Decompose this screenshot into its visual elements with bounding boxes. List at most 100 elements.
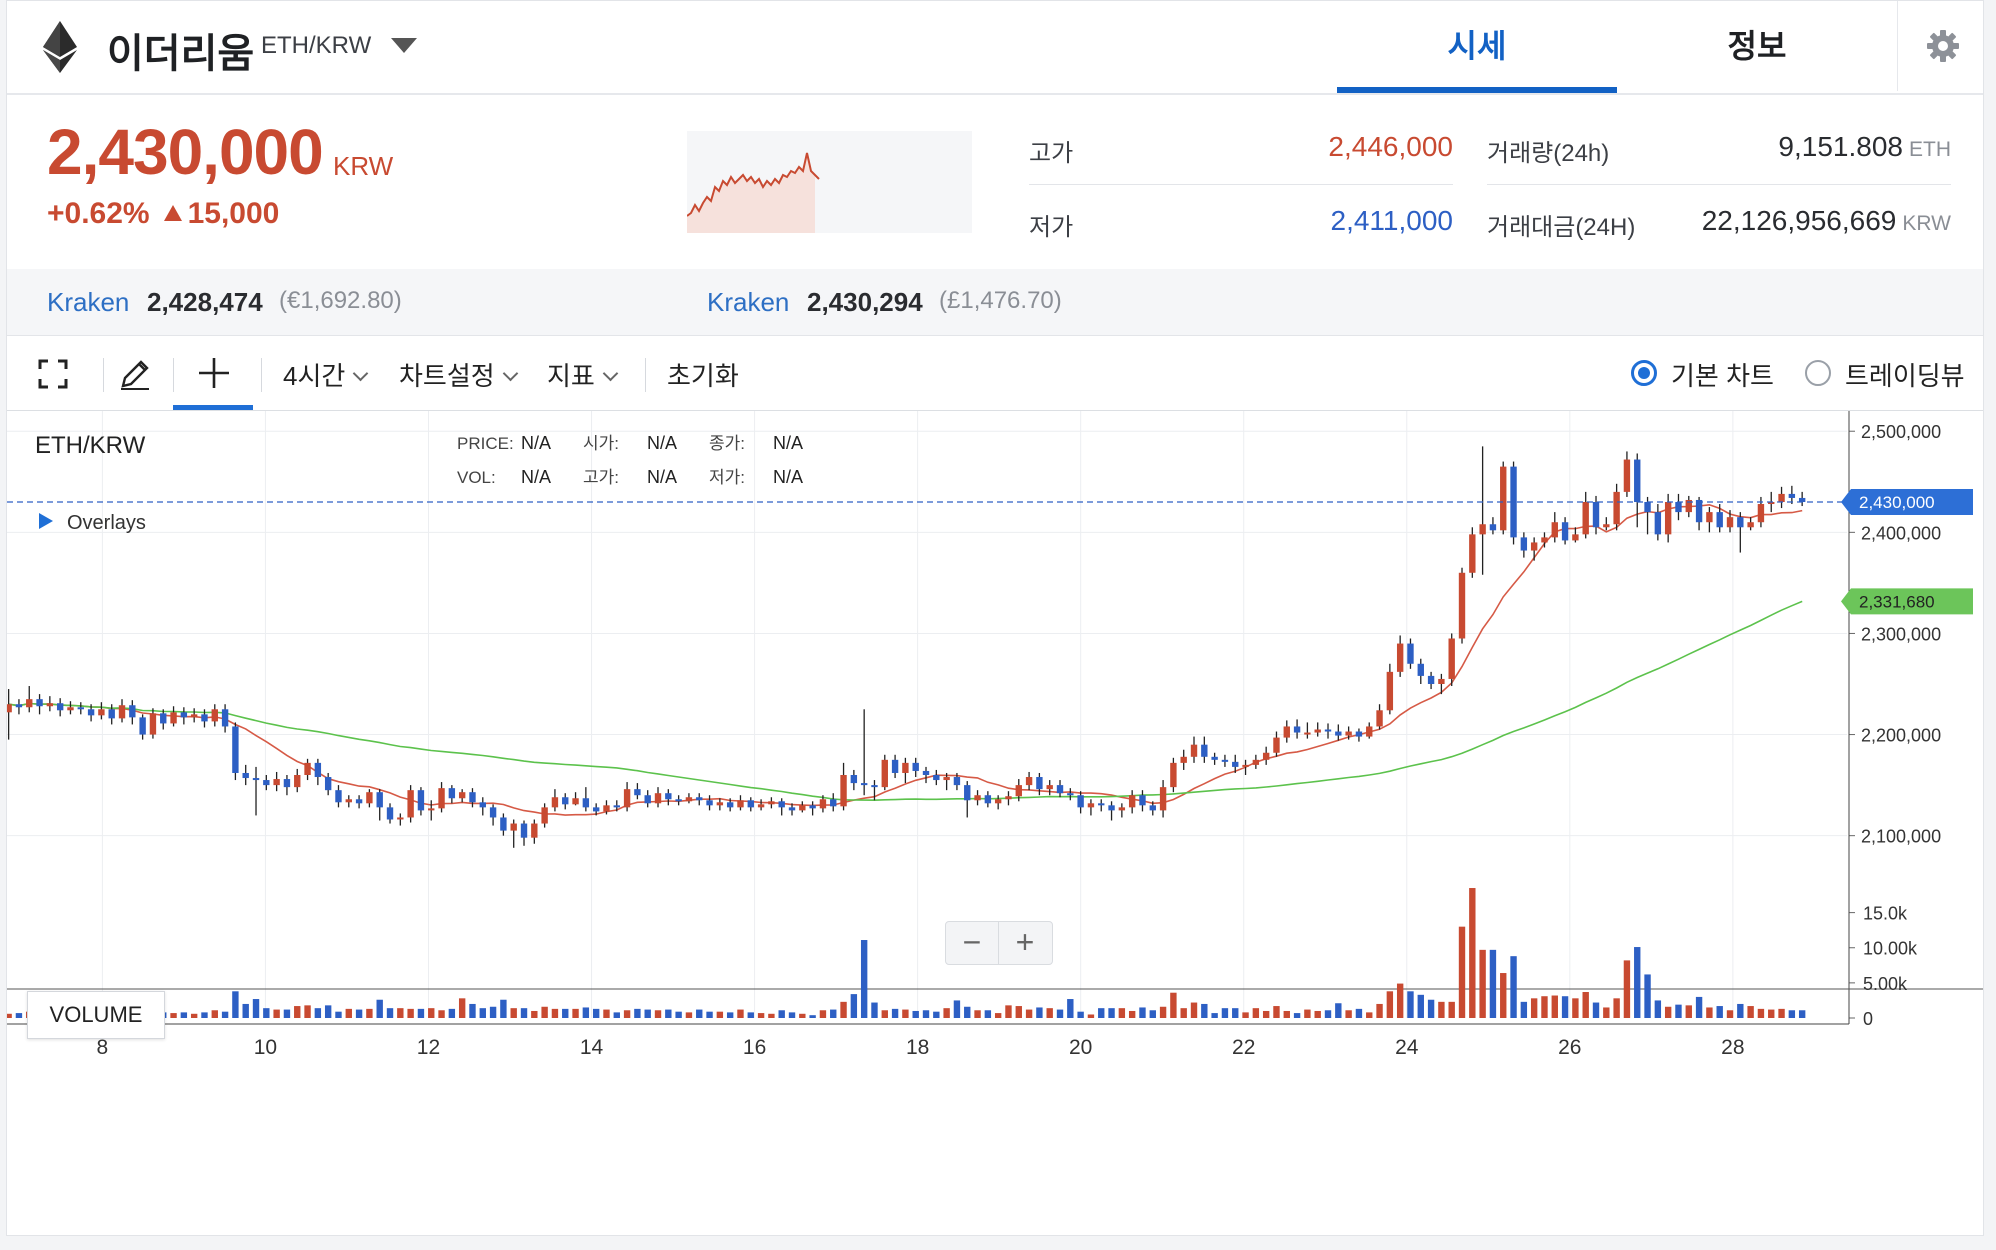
candle-body <box>386 807 394 820</box>
volume-bar <box>830 1009 837 1018</box>
volume-bar <box>685 1012 693 1018</box>
volume-bar <box>1067 999 1074 1018</box>
candle-body <box>1726 517 1734 528</box>
candle-body <box>1613 491 1620 525</box>
reset-button[interactable]: 초기화 <box>667 361 739 391</box>
zoom-out-button[interactable]: − <box>962 924 982 960</box>
volume-pane-label: VOLUME <box>27 991 165 1039</box>
candle-body <box>850 775 858 784</box>
candle-body <box>304 762 311 775</box>
candle-body <box>1128 795 1136 808</box>
coin-name: 이더리움 <box>107 32 255 76</box>
exchange-name[interactable]: Kraken <box>47 287 130 317</box>
candle-body <box>778 801 785 808</box>
settings-button[interactable] <box>1897 1 1983 91</box>
volume-bar <box>994 1013 1002 1018</box>
x-tick-label: 8 <box>97 1036 109 1059</box>
volume-bar <box>190 1013 198 1018</box>
candle-body <box>1664 502 1672 535</box>
volume-bar <box>304 1005 311 1018</box>
x-tick-label: 28 <box>1721 1036 1744 1059</box>
exchange-name[interactable]: Kraken <box>707 287 790 317</box>
interval-dropdown[interactable]: 4시간 <box>283 356 369 393</box>
basic-chart-label[interactable]: 기본 차트 <box>1671 361 1774 391</box>
candle-body <box>613 805 620 808</box>
candle-body <box>1252 759 1260 765</box>
toolbar-divider <box>645 358 646 392</box>
volume-bar <box>1159 1006 1167 1018</box>
tab-market[interactable]: 시세 <box>1337 1 1617 93</box>
volume-bar <box>943 1008 950 1018</box>
candle-body <box>469 792 476 803</box>
volume-bar <box>438 1010 445 1018</box>
price-chart-svg[interactable]: 8 10 12 14 16 18 20 22 24 26 28 2,500,000 2,400,000 2… <box>7 411 1984 1236</box>
volume-bar <box>1314 1010 1321 1018</box>
candle-body <box>860 783 868 786</box>
tab-info[interactable]: 정보 <box>1727 28 1787 64</box>
candle-body <box>912 762 919 771</box>
candle-body <box>345 799 352 803</box>
candle-body <box>67 707 74 711</box>
pencil-icon[interactable] <box>117 356 153 392</box>
overlays-label[interactable]: Overlays <box>67 512 146 534</box>
chart-symbol: ETH/KRW <box>35 432 146 459</box>
volume-bar <box>1664 1006 1672 1018</box>
volume-bar <box>603 1009 610 1018</box>
volume-bar <box>1386 991 1394 1018</box>
candle-body <box>129 705 136 718</box>
y-tick-label: 2,300,000 <box>1861 624 1941 644</box>
vol-tick-label: 15.0k <box>1863 904 1908 924</box>
candle-body <box>366 792 373 804</box>
candle-body <box>737 800 744 808</box>
volume-bar <box>1788 1010 1796 1018</box>
legend-low-label: 저가: <box>709 468 745 487</box>
candle-body <box>1634 459 1641 502</box>
volume-bar <box>1149 1010 1156 1018</box>
candle-body <box>273 779 280 786</box>
volume-bar <box>953 1000 961 1018</box>
volume-bar <box>1706 1007 1713 1018</box>
chart-toolbar: 4시간 차트설정 지표 초기화 기본 차트 트레이딩뷰 <box>7 336 1983 411</box>
coin-dropdown-icon[interactable] <box>391 38 417 53</box>
candle-body <box>201 714 208 722</box>
volume-bar <box>964 1006 971 1018</box>
volume-bar <box>984 1010 992 1018</box>
overlays-toggle-icon[interactable] <box>39 513 53 529</box>
candle-body <box>1345 731 1352 736</box>
interval-label: 4시간 <box>283 361 346 391</box>
tradingview-label[interactable]: 트레이딩뷰 <box>1845 361 1965 391</box>
volume-bar <box>572 1008 579 1018</box>
fullscreen-icon[interactable] <box>37 358 69 390</box>
active-tool-indicator <box>173 405 253 410</box>
vol-tick-label: 5.00k <box>1863 974 1908 994</box>
chart-settings-dropdown[interactable]: 차트설정 <box>399 356 518 393</box>
candle-body <box>541 807 548 824</box>
candle-body <box>1293 726 1301 733</box>
volume-bar <box>345 1008 352 1018</box>
volume-bar <box>1211 1013 1218 1018</box>
volume-bar <box>1118 1008 1126 1018</box>
candle-body <box>716 802 724 806</box>
tradingview-radio[interactable] <box>1805 360 1831 386</box>
volume-bar <box>7 1013 12 1018</box>
volume-bar <box>366 1008 373 1018</box>
volume-bar <box>1489 949 1497 1018</box>
volume-bar <box>1345 1010 1352 1018</box>
price-chart[interactable]: 8 10 12 14 16 18 20 22 24 26 28 2,500,000 2,400,000 2… <box>7 411 1984 1236</box>
candle-body <box>654 793 662 804</box>
candle-body <box>324 777 332 791</box>
candle-body <box>211 709 218 722</box>
basic-chart-radio[interactable] <box>1631 360 1657 386</box>
candle-body <box>799 805 806 811</box>
candle-body <box>1582 502 1589 535</box>
gear-icon <box>1927 30 1959 62</box>
crosshair-icon[interactable] <box>197 356 231 390</box>
candle-body <box>922 770 930 775</box>
zoom-in-button[interactable]: + <box>998 922 1051 964</box>
volume-bar <box>242 1003 249 1018</box>
candle-body <box>1056 785 1064 794</box>
indicators-dropdown[interactable]: 지표 <box>547 356 619 393</box>
stats-divider <box>1487 184 1951 185</box>
candle-body <box>170 712 177 724</box>
current-price: 2,430,000 <box>47 116 324 188</box>
